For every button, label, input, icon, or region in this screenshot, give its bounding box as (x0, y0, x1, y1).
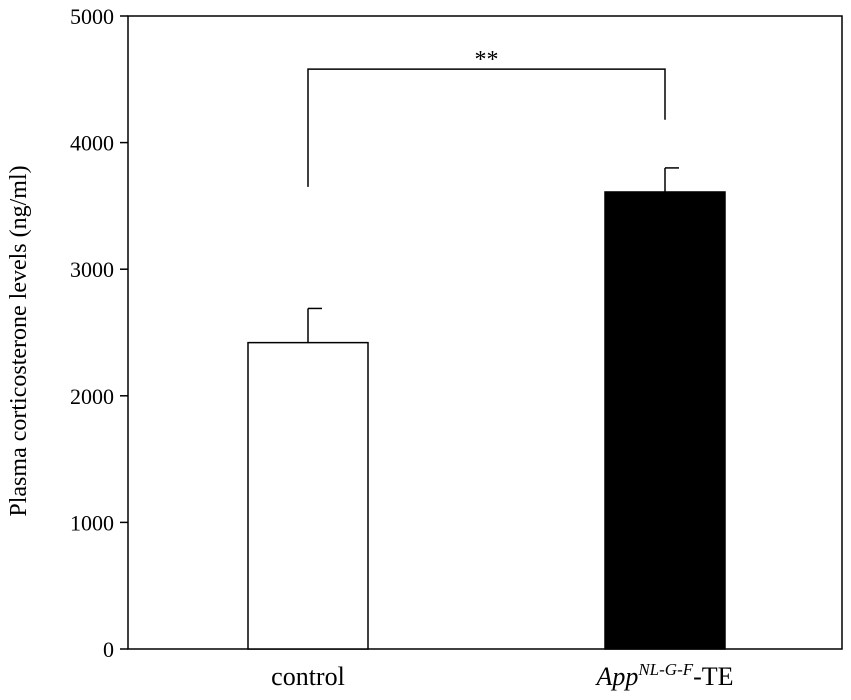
x-category-labels: control AppNL-G-F-TE (271, 660, 733, 691)
y-axis-label: Plasma corticosterone levels (ng/ml) (6, 165, 32, 516)
x-category-label: control (271, 662, 345, 691)
bars (247, 191, 726, 650)
significance-bracket (307, 68, 666, 187)
y-tick-label: 0 (103, 637, 114, 662)
y-tick-label: 4000 (70, 131, 114, 156)
significance-label: ** (475, 47, 499, 73)
bar-app-te (604, 191, 726, 650)
y-tick-label: 2000 (70, 384, 114, 409)
x-category-label: AppNL-G-F-TE (594, 660, 733, 691)
error-bars (307, 167, 679, 343)
plot-frame (127, 15, 843, 650)
significance-line (307, 68, 666, 187)
axes: 0 1000 2000 3000 4000 5000 (70, 4, 843, 662)
bar-control (247, 341, 369, 650)
y-tick-label: 5000 (70, 4, 114, 29)
y-tick-label: 3000 (70, 257, 114, 282)
y-tick-label: 1000 (70, 510, 114, 535)
